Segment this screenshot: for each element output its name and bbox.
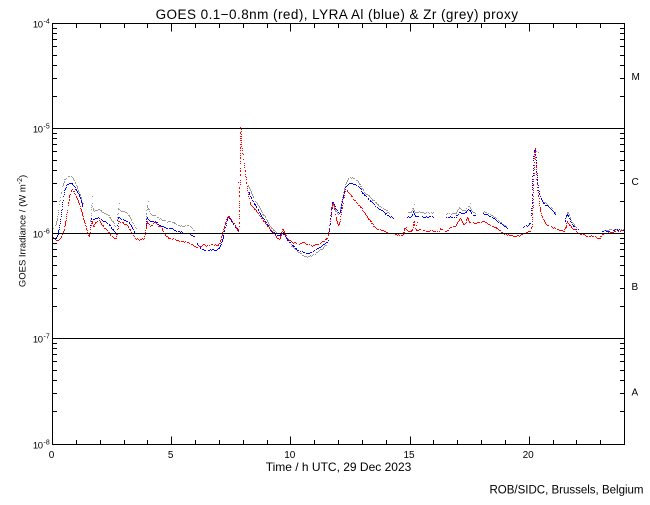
svg-text:-4: -4 [44, 19, 50, 26]
svg-text:B: B [632, 282, 639, 293]
svg-text:-5: -5 [44, 124, 50, 131]
svg-text:C: C [632, 177, 639, 188]
svg-text:15: 15 [403, 450, 415, 461]
svg-text:10: 10 [284, 450, 296, 461]
svg-text:0: 0 [49, 450, 55, 461]
svg-text:GOES Irradiance / (W m-2): GOES Irradiance / (W m-2) [17, 175, 29, 287]
svg-text:10: 10 [33, 230, 43, 241]
svg-text:A: A [632, 387, 639, 398]
svg-text:10: 10 [33, 441, 43, 452]
svg-text:10: 10 [33, 125, 43, 136]
svg-text:GOES 0.1−0.8nm (red), LYRA Al: GOES 0.1−0.8nm (red), LYRA Al (blue) & Z… [156, 7, 519, 22]
svg-text:M: M [632, 72, 640, 83]
svg-text:20: 20 [523, 450, 535, 461]
svg-text:-6: -6 [44, 229, 50, 236]
svg-text:Time / h UTC, 29 Dec 2023: Time / h UTC, 29 Dec 2023 [266, 460, 412, 474]
svg-text:5: 5 [168, 450, 174, 461]
svg-text:-8: -8 [44, 440, 50, 447]
svg-text:ROB/SIDC, Brussels, Belgium: ROB/SIDC, Brussels, Belgium [489, 485, 643, 497]
svg-text:-7: -7 [44, 334, 50, 341]
svg-text:10: 10 [33, 335, 43, 346]
svg-text:10: 10 [33, 20, 43, 31]
